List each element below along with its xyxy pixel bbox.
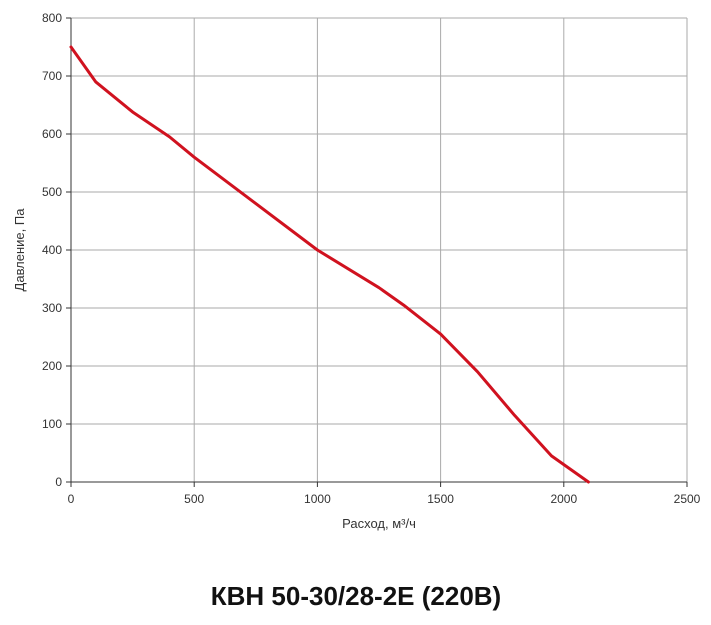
y-axis-label: Давление, Па [12, 208, 27, 292]
data-line [69, 45, 590, 484]
y-tick-label: 200 [42, 359, 62, 373]
x-tick-label: 0 [68, 492, 75, 506]
x-tick-label: 500 [184, 492, 204, 506]
y-tick-label: 700 [42, 69, 62, 83]
y-tick-label: 300 [42, 301, 62, 315]
y-tick-label: 600 [42, 127, 62, 141]
y-tick-label: 0 [55, 475, 62, 489]
y-tick-label: 800 [42, 11, 62, 25]
y-tick-label: 100 [42, 417, 62, 431]
x-axis-label: Расход, м³/ч [342, 516, 416, 531]
x-tick-label: 1000 [304, 492, 331, 506]
chart-title: КВН 50-30/28-2Е (220В) [211, 581, 501, 611]
y-tick-label: 500 [42, 185, 62, 199]
x-tick-label: 1500 [427, 492, 454, 506]
x-tick-label: 2500 [674, 492, 701, 506]
y-tick-label: 400 [42, 243, 62, 257]
x-tick-label: 2000 [550, 492, 577, 506]
